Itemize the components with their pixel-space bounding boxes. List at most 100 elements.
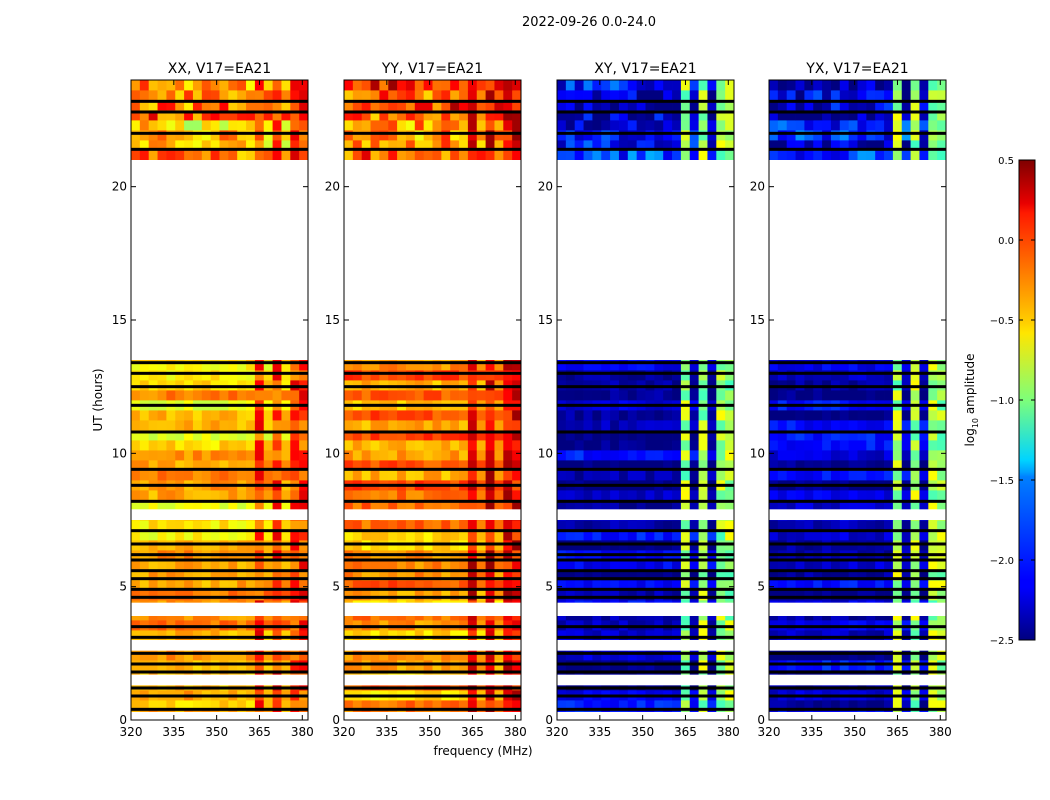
heatmap-cell: [565, 530, 576, 541]
heatmap-cell: [804, 520, 814, 531]
heatmap-cell: [414, 570, 425, 581]
heatmap-cell: [557, 140, 567, 151]
heatmap-cell: [937, 570, 947, 581]
heatmap-cell: [397, 520, 407, 531]
heatmap-cell: [476, 630, 486, 641]
heatmap-cell: [866, 560, 876, 571]
heatmap-cell: [565, 130, 576, 141]
heatmap-cell: [263, 360, 273, 371]
heatmap-cell: [892, 440, 903, 451]
heatmap-cell: [777, 650, 788, 661]
heatmap-cell: [610, 150, 620, 161]
heatmap-cell: [725, 370, 735, 381]
heatmap-cell: [441, 520, 451, 531]
heatmap-cell: [476, 130, 486, 141]
heatmap-cell: [299, 140, 309, 151]
heatmap-cell: [901, 390, 911, 401]
heatmap-cell: [512, 120, 522, 131]
heatmap-cell: [201, 100, 212, 111]
heatmap-cell: [707, 590, 717, 601]
heatmap-cell: [423, 390, 433, 401]
heatmap-cell: [884, 440, 894, 451]
heatmap-cell: [344, 80, 354, 91]
heatmap-cell: [166, 120, 176, 131]
heatmap-cell: [795, 700, 805, 711]
heatmap-cell: [910, 450, 920, 461]
heatmap-cell: [919, 590, 929, 601]
heatmap-cell: [370, 130, 380, 141]
heatmap-cell: [352, 630, 363, 641]
heatmap-cell: [919, 560, 929, 571]
heatmap-cell: [565, 590, 576, 601]
flagged-row: [557, 587, 734, 591]
heatmap-cell: [769, 470, 779, 481]
heatmap-cell: [388, 410, 398, 421]
heatmap-cell: [928, 460, 938, 471]
heatmap-cell: [344, 100, 354, 111]
heatmap-cell: [361, 410, 371, 421]
heatmap-cell: [866, 570, 876, 581]
heatmap-cell: [901, 420, 911, 431]
heatmap-cell: [884, 580, 894, 591]
heatmap-cell: [272, 490, 282, 501]
heatmap-cell: [228, 630, 238, 641]
heatmap-cell: [441, 650, 451, 661]
heatmap-cell: [370, 370, 380, 381]
heatmap-cell: [574, 150, 584, 161]
heatmap-cell: [698, 100, 708, 111]
heatmap-cell: [370, 360, 380, 371]
heatmap-cell: [254, 650, 265, 661]
heatmap-cell: [892, 470, 903, 481]
heatmap-cell: [423, 100, 433, 111]
heatmap-cell: [201, 150, 212, 161]
heatmap-cell: [228, 100, 238, 111]
heatmap-cell: [459, 80, 469, 91]
heatmap-cell: [192, 360, 203, 371]
heatmap-cell: [441, 410, 451, 421]
heatmap-cell: [830, 500, 841, 511]
heatmap-cell: [636, 700, 646, 711]
heatmap-cell: [379, 130, 389, 141]
heatmap-cell: [937, 420, 947, 431]
heatmap-cell: [786, 360, 796, 371]
heatmap-cell: [601, 390, 611, 401]
heatmap-cell: [175, 500, 185, 511]
heatmap-cell: [680, 560, 691, 571]
heatmap-cell: [592, 500, 602, 511]
heatmap-cell: [901, 470, 911, 481]
heatmap-cell: [884, 560, 894, 571]
heatmap-cell: [627, 100, 638, 111]
heatmap-cell: [503, 580, 513, 591]
flagged-row: [131, 542, 308, 546]
heatmap-cell: [281, 700, 291, 711]
heatmap-cell: [281, 520, 291, 531]
heatmap-cell: [910, 440, 920, 451]
heatmap-cell: [937, 590, 947, 601]
heatmap-cell: [645, 470, 655, 481]
heatmap-cell: [467, 390, 478, 401]
heatmap-cell: [388, 570, 398, 581]
heatmap-cell: [663, 500, 673, 511]
heatmap-cell: [795, 420, 805, 431]
heatmap-cell: [645, 700, 655, 711]
heatmap-cell: [281, 500, 291, 511]
heatmap-cell: [131, 700, 141, 711]
heatmap-cell: [263, 490, 273, 501]
heatmap-cell: [272, 140, 282, 151]
no-data-gap: [557, 160, 734, 360]
heatmap-cell: [485, 390, 495, 401]
flagged-row: [344, 147, 521, 151]
heatmap-cell: [795, 450, 805, 461]
heatmap-cell: [219, 590, 229, 601]
heatmap-cell: [397, 110, 407, 121]
heatmap-cell: [725, 360, 735, 371]
heatmap-cell: [184, 390, 194, 401]
heatmap-cell: [725, 570, 735, 581]
heatmap-cell: [901, 650, 911, 661]
heatmap-cell: [246, 430, 256, 441]
heatmap-cell: [804, 440, 814, 451]
heatmap-cell: [467, 470, 478, 481]
heatmap-cell: [344, 360, 354, 371]
heatmap-cell: [777, 460, 788, 471]
heatmap-cell: [848, 570, 858, 581]
